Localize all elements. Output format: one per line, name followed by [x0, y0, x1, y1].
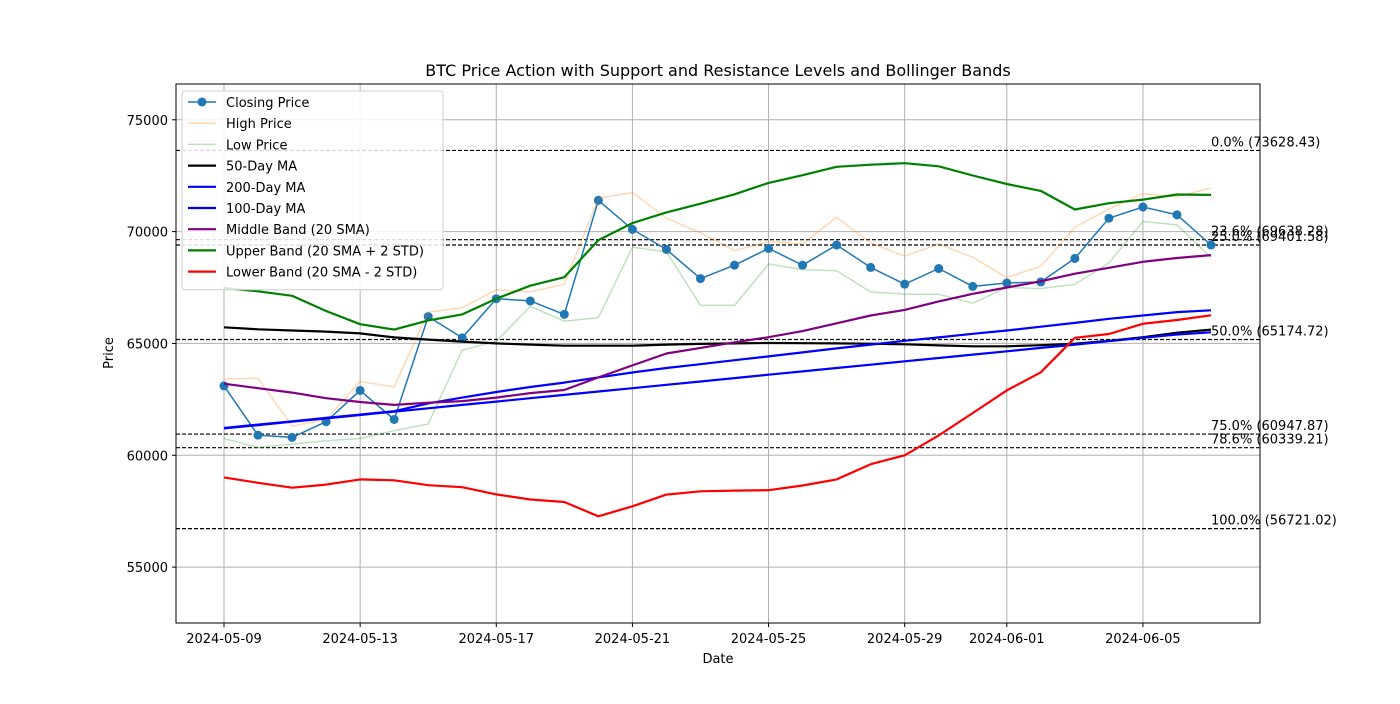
legend-label: Low Price	[226, 138, 287, 153]
series-point-closing-price	[627, 224, 637, 234]
legend-label: Closing Price	[226, 96, 309, 111]
series-point-closing-price	[355, 385, 365, 395]
series-point-closing-price	[457, 333, 467, 343]
legend-label: Lower Band (20 SMA - 2 STD)	[226, 266, 417, 281]
fib-level-label: 75.0% (60947.87)	[1211, 419, 1329, 434]
y-tick-label: 60000	[127, 449, 168, 464]
series-point-closing-price	[525, 296, 535, 306]
series-line-low-price	[223, 220, 1212, 449]
y-tick-label: 75000	[127, 114, 168, 129]
series-point-closing-price	[832, 240, 842, 250]
x-tick-label: 2024-05-13	[322, 632, 398, 647]
series-point-closing-price	[593, 195, 603, 205]
series-point-closing-price	[1138, 202, 1148, 212]
series-layer	[219, 162, 1216, 518]
fib-level-label: 25.0% (69401.58)	[1211, 230, 1329, 245]
chart-title: BTC Price Action with Support and Resist…	[425, 61, 1010, 80]
legend-label: 100-Day MA	[226, 202, 306, 217]
x-tick-label: 2024-05-25	[731, 632, 807, 647]
y-axis-label: Price	[102, 337, 117, 369]
series-point-closing-price	[934, 264, 944, 274]
legend-box	[181, 90, 444, 291]
series-point-closing-price	[559, 309, 569, 319]
x-tick-label: 2024-06-01	[969, 632, 1045, 647]
series-point-closing-price	[1002, 278, 1012, 288]
fib-level-label: 100.0% (56721.02)	[1211, 514, 1337, 529]
fib-level-label: 23.6% (69638.28)	[1211, 225, 1329, 240]
series-line-50-day-ma	[223, 326, 1212, 348]
fib-level-label: 0.0% (73628.43)	[1211, 135, 1320, 150]
legend-label: 50-Day MA	[226, 160, 297, 175]
series-line-upper-band-20-sma-2-std	[223, 162, 1212, 331]
series-point-closing-price	[866, 262, 876, 272]
y-tick-label: 70000	[127, 226, 168, 241]
x-tick-label: 2024-05-17	[458, 632, 534, 647]
series-point-closing-price	[695, 274, 705, 284]
series-point-closing-price	[798, 260, 808, 270]
series-line-lower-band-20-sma-2-std	[223, 314, 1212, 518]
series-point-closing-price	[730, 260, 740, 270]
fib-level-label: 50.0% (65174.72)	[1211, 325, 1329, 340]
series-line-closing-price	[223, 199, 1212, 439]
series-point-closing-price	[764, 243, 774, 253]
series-point-closing-price	[1172, 210, 1182, 220]
x-tick-label: 2024-06-05	[1105, 632, 1181, 647]
series-line-middle-band-20-sma	[223, 254, 1212, 406]
series-point-closing-price	[389, 414, 399, 424]
x-axis-ticks: 2024-05-09 2024-05-13 2024-05-17 2024-05-21…	[186, 623, 1181, 647]
legend-label: Middle Band (20 SMA)	[226, 223, 370, 238]
x-tick-label: 2024-05-29	[867, 632, 943, 647]
series-line-100-day-ma	[223, 309, 1212, 430]
y-tick-label: 65000	[127, 337, 168, 352]
series-point-closing-price	[968, 281, 978, 291]
series-point-closing-price	[900, 279, 910, 289]
fib-levels: 0.0% (73628.43) 23.6% (69638.28)25.0% (69…	[176, 135, 1337, 530]
series-point-closing-price	[1206, 240, 1216, 250]
series-point-closing-price	[219, 381, 229, 391]
series-line-high-price	[223, 187, 1212, 427]
x-tick-label: 2024-05-09	[186, 632, 262, 647]
series-point-closing-price	[1070, 253, 1080, 263]
fib-level-label: 78.6% (60339.21)	[1211, 433, 1329, 448]
x-axis-label: Date	[702, 652, 733, 667]
plot-frame	[175, 83, 1261, 624]
legend-label: 200-Day MA	[226, 181, 306, 196]
legend: Closing Price High Price Low Price 50-Day M…	[181, 90, 444, 291]
series-point-closing-price	[423, 312, 433, 322]
series-point-closing-price	[253, 430, 263, 440]
x-tick-label: 2024-05-21	[595, 632, 671, 647]
series-point-closing-price	[1104, 213, 1114, 223]
legend-label: High Price	[226, 117, 292, 132]
legend-label: Upper Band (20 SMA + 2 STD)	[226, 244, 424, 259]
y-tick-label: 55000	[127, 561, 168, 576]
series-point-closing-price	[661, 245, 671, 255]
legend-swatch-marker	[197, 97, 207, 107]
series-point-closing-price	[287, 432, 297, 442]
y-axis-ticks: 55000 60000 65000 70000 75000	[127, 114, 176, 576]
